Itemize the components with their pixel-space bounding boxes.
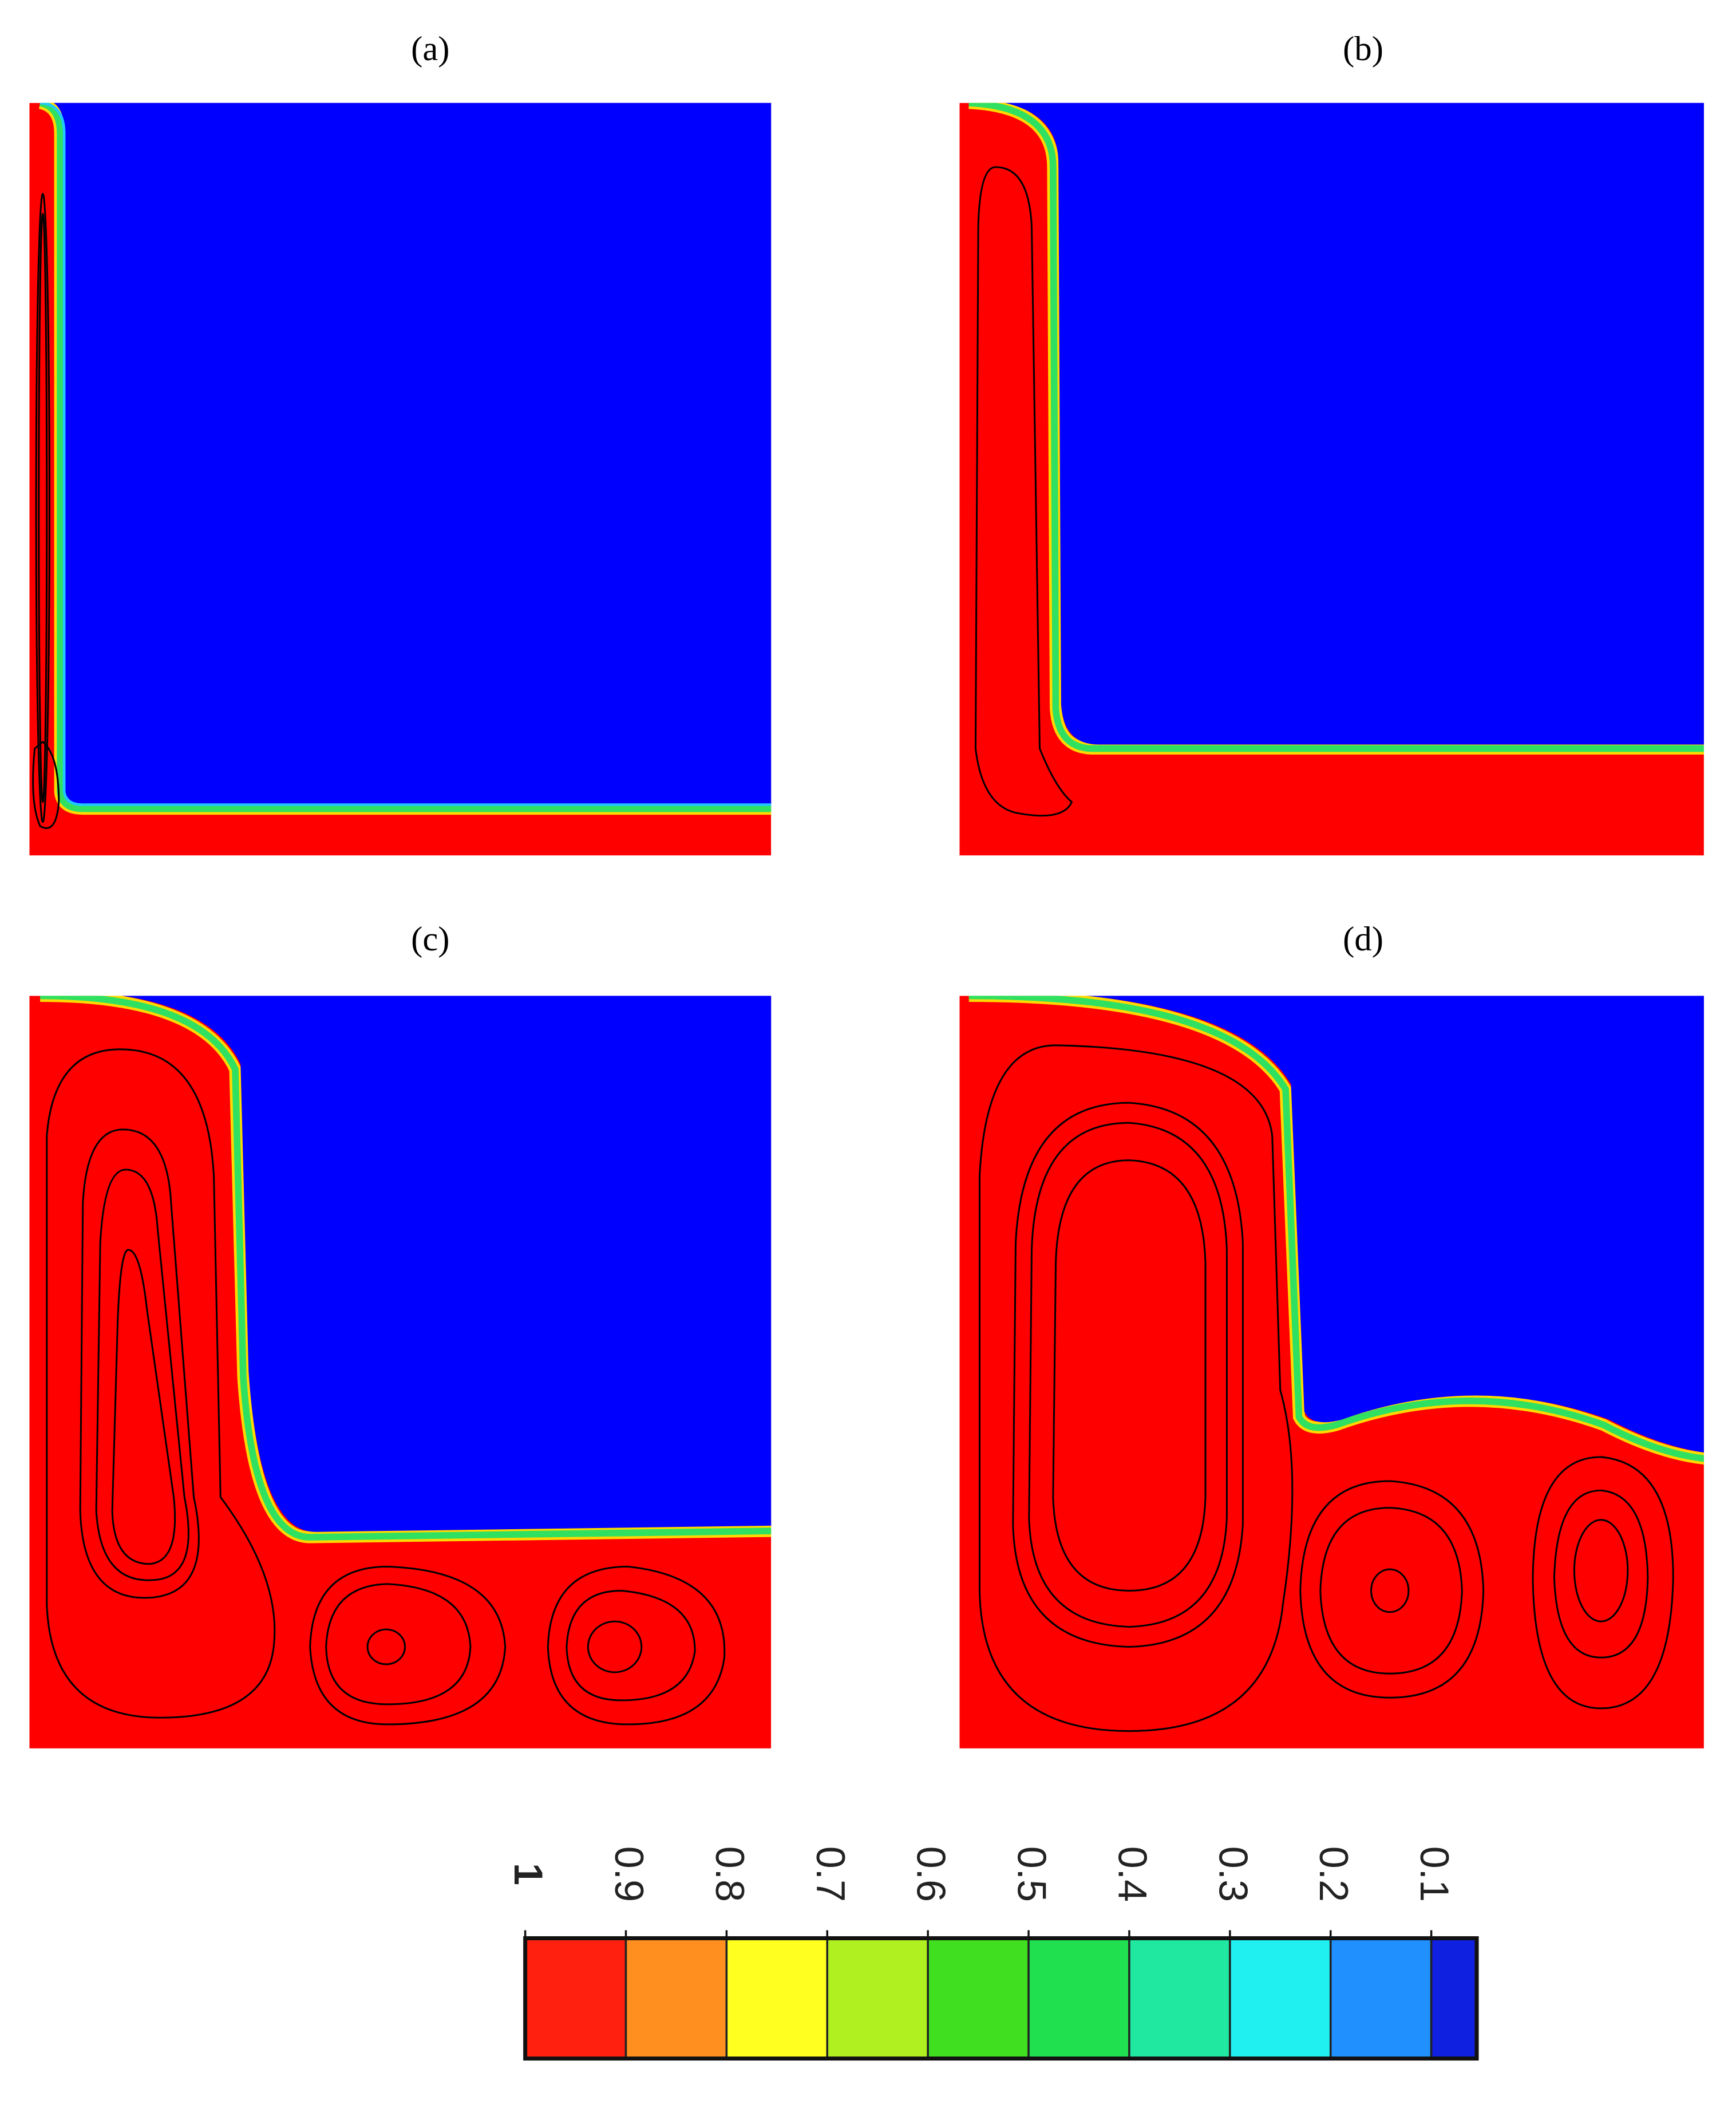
colorbar-tick-label: 0.2 xyxy=(1311,1846,1356,1902)
colorbar-segment xyxy=(1329,1937,1433,2060)
colorbar-segment xyxy=(1430,1937,1478,2060)
panel-label: (a) xyxy=(411,30,449,68)
panel-label: (d) xyxy=(1343,920,1383,958)
panel-label: (c) xyxy=(411,920,449,958)
panel xyxy=(29,102,772,856)
colorbar-segment xyxy=(624,1937,728,2060)
colorbar-segment xyxy=(1128,1937,1231,2060)
colorbar-segment xyxy=(927,1937,1030,2060)
panel xyxy=(959,996,1704,1748)
colorbar-tick-label: 0.7 xyxy=(808,1846,853,1902)
colorbar-segment xyxy=(826,1937,929,2060)
colorbar-tick-label: 0.8 xyxy=(707,1846,752,1902)
colorbar-segment xyxy=(1229,1937,1332,2060)
colorbar-segment xyxy=(1027,1937,1130,2060)
panel xyxy=(29,996,772,1748)
colorbar-frame xyxy=(523,1936,1479,2061)
panel-label: (b) xyxy=(1343,30,1383,68)
colorbar-segment xyxy=(524,1937,627,2060)
colorbar: 1 0.9 0.8 0.7 0.6 0.5 0.4 0.3 0.2 0.1 xyxy=(506,1846,1479,2061)
colorbar-tick-label: 0.9 xyxy=(607,1846,651,1902)
colorbar-tick-label: 0.4 xyxy=(1110,1846,1154,1902)
colorbar-tick-label: 0.1 xyxy=(1412,1846,1457,1902)
colorbar-tick-label: 0.6 xyxy=(909,1846,954,1902)
colorbar-tick-label: 0.3 xyxy=(1211,1846,1255,1902)
colorbar-segment xyxy=(725,1937,829,2060)
colorbar-tick-label: 0.5 xyxy=(1010,1846,1054,1902)
colorbar-tick-label: 1 xyxy=(506,1863,551,1885)
panel xyxy=(959,102,1704,856)
